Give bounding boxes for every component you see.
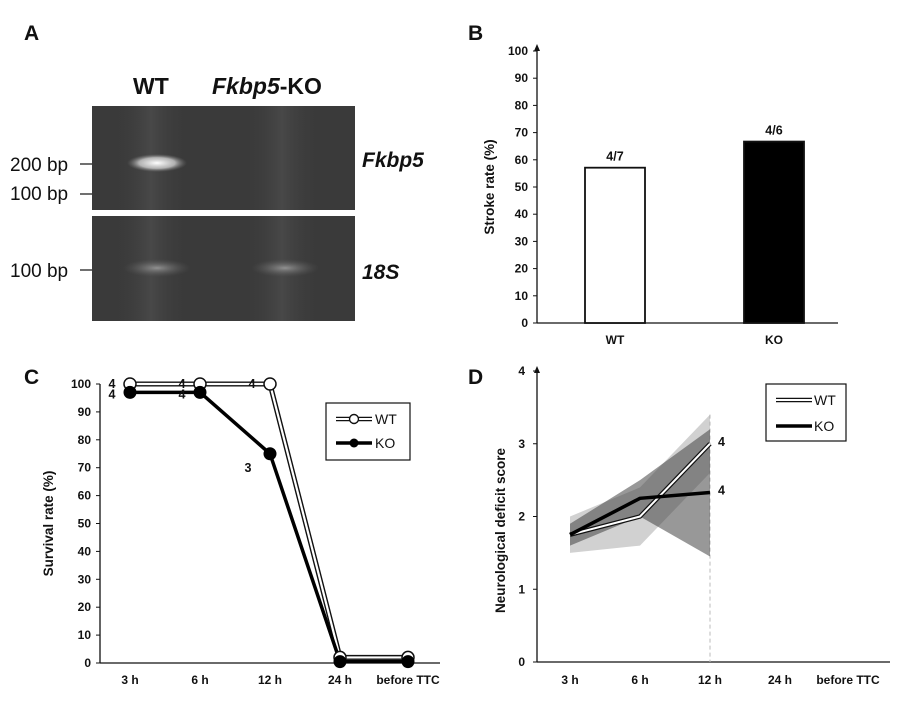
series-ko-point <box>263 447 277 461</box>
y-tick-label: 50 <box>515 180 529 194</box>
y-tick-label: 0 <box>518 655 525 669</box>
x-tick-label: before TTC <box>376 673 440 687</box>
series-ko-point <box>401 655 415 669</box>
y-tick-label: 10 <box>515 289 529 303</box>
gel-gene-label-fkbp5: Fkbp5 <box>362 149 424 172</box>
legend-box <box>325 402 411 461</box>
x-tick-label: 6 h <box>191 673 208 687</box>
y-tick-label: 0 <box>521 316 528 330</box>
point-annotation: 4 <box>109 387 116 401</box>
bar-wt <box>584 166 646 324</box>
x-tick-label: WT <box>606 333 625 347</box>
point-annotation: 3 <box>245 461 252 475</box>
y-tick-label: 10 <box>78 628 92 642</box>
legend-wt-label: WT <box>814 392 836 408</box>
series-wt-point <box>263 377 277 391</box>
series-wt-line <box>569 443 711 536</box>
series-ko-point <box>333 655 347 669</box>
point-annotation: 4 <box>109 377 116 391</box>
y-axis-arrow <box>534 44 540 51</box>
gel-lane-label-ko-gene: Fkbp5 <box>212 73 281 99</box>
x-tick-label: 3 h <box>121 673 138 687</box>
point-annotation: 4 <box>179 387 186 401</box>
gel-marker-100bp-bottom: 100 bp <box>10 261 68 282</box>
bar-data-label: 4/7 <box>606 150 623 164</box>
point-annotation: 4 <box>179 377 186 391</box>
gel-lane-label-wt: WT <box>133 73 169 99</box>
y-axis-title: Stroke rate (%) <box>482 139 497 234</box>
gel-marker-100bp-top: 100 bp <box>10 184 68 205</box>
y-tick-label: 50 <box>78 517 92 531</box>
series-ko-point <box>193 385 207 399</box>
x-tick-label: KO <box>765 333 783 347</box>
y-axis-arrow <box>534 366 540 373</box>
legend-wt-label: WT <box>375 411 397 427</box>
y-tick-label: 70 <box>515 126 529 140</box>
legend-ko-marker <box>349 438 359 448</box>
series-wt-end-label: 4 <box>718 435 725 449</box>
x-tick-label: 12 h <box>698 673 722 687</box>
y-tick-label: 30 <box>78 572 92 586</box>
point-annotation: 4 <box>249 377 256 391</box>
legend-ko-label: KO <box>814 418 834 434</box>
y-tick-label: 100 <box>508 44 528 58</box>
series-ko-point <box>123 385 137 399</box>
chart-c-survival: 0 10 20 30 40 50 60 70 80 90 100 Survival rate (%) 3… <box>41 377 440 687</box>
x-tick-label: 24 h <box>328 673 352 687</box>
legend-wt-marker <box>348 413 360 425</box>
legend-box <box>765 383 847 442</box>
gel-top-lane-ko <box>242 106 322 210</box>
y-tick-label: 60 <box>78 489 92 503</box>
panel-label-b: B <box>468 22 483 45</box>
panel-label-c: C <box>24 366 39 389</box>
y-tick-label: 0 <box>84 656 91 670</box>
y-tick-label: 90 <box>78 405 92 419</box>
panel-label-d: D <box>468 366 483 389</box>
gel-gene-label-18s: 18S <box>362 261 399 284</box>
y-tick-label: 20 <box>515 262 529 276</box>
y-tick-label: 60 <box>515 153 529 167</box>
y-tick-label: 40 <box>78 544 92 558</box>
y-tick-label: 2 <box>518 510 525 524</box>
gel-band-18s-ko <box>251 259 319 277</box>
x-tick-label: 12 h <box>258 673 282 687</box>
chart-b-stroke-rate: 0 10 20 30 40 50 60 70 80 90 100 Stroke rate (%) 4/7… <box>482 44 838 347</box>
gel-lane-label-ko-suffix: -KO <box>280 73 322 99</box>
y-tick-label: 4 <box>518 364 525 378</box>
y-tick-label: 30 <box>515 234 529 248</box>
y-tick-label: 100 <box>71 377 91 391</box>
gel-band-fkbp5-wt <box>127 154 187 172</box>
y-tick-label: 3 <box>518 437 525 451</box>
y-tick-label: 70 <box>78 461 92 475</box>
y-tick-label: 1 <box>518 582 525 596</box>
y-tick-label: 80 <box>515 98 529 112</box>
bar-data-label: 4/6 <box>765 124 782 138</box>
series-ko-line <box>569 490 711 537</box>
y-axis-title: Neurological deficit score <box>493 447 508 613</box>
x-tick-label: 24 h <box>768 673 792 687</box>
y-axis-title: Survival rate (%) <box>41 471 56 577</box>
series-ko-end-label: 4 <box>718 483 725 497</box>
y-tick-label: 20 <box>78 600 92 614</box>
gel-band-18s-wt <box>123 259 191 277</box>
x-tick-label: 6 h <box>631 673 648 687</box>
x-tick-label: before TTC <box>816 673 880 687</box>
y-tick-label: 90 <box>515 71 529 85</box>
panel-label-a: A <box>24 22 39 45</box>
chart-d-neuro-score: 0 1 2 3 4 Neurological deficit score 3 h 6 h 12 … <box>493 364 890 687</box>
gel-lane-label-ko: Fkbp5-KO <box>212 73 322 99</box>
bar-ko <box>743 140 805 324</box>
y-tick-label: 40 <box>515 207 529 221</box>
y-tick-label: 80 <box>78 433 92 447</box>
x-tick-label: 3 h <box>561 673 578 687</box>
gel-marker-200bp: 200 bp <box>10 155 68 176</box>
legend-ko-label: KO <box>375 435 395 451</box>
